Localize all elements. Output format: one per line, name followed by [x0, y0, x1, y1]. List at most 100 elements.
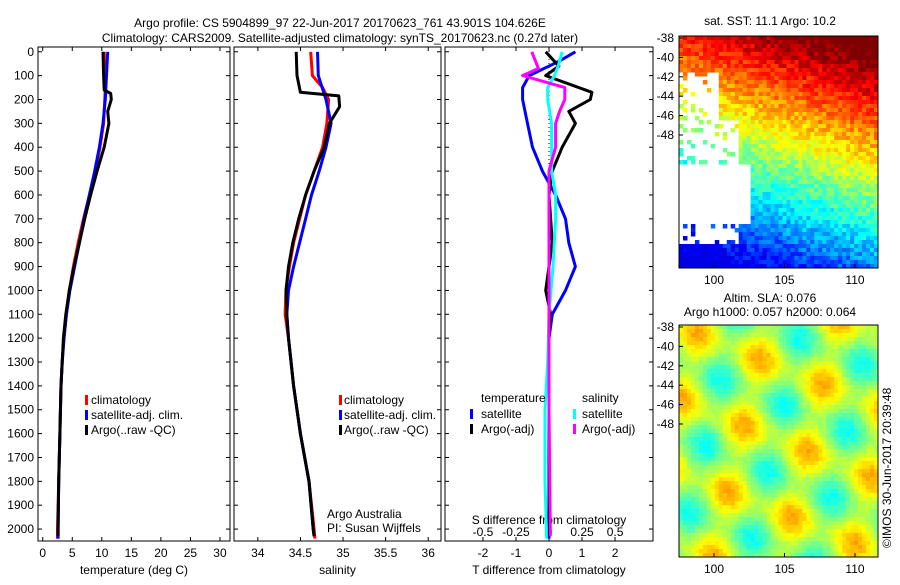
map-cell [715, 357, 720, 362]
map-cell [679, 369, 684, 374]
map-cell [779, 377, 784, 382]
map-cell [759, 108, 764, 113]
map-cell [814, 489, 819, 494]
map-cell [767, 92, 772, 97]
lat-tick-label: -40 [657, 50, 675, 64]
map-cell [834, 236, 839, 241]
map-cell [751, 397, 756, 402]
map-cell [806, 140, 811, 145]
map-cell [747, 341, 752, 346]
map-cell [858, 329, 863, 334]
map-cell [739, 377, 744, 382]
map-cell [715, 477, 720, 482]
map-cell [790, 377, 795, 382]
y-tick-label: 1800 [7, 474, 34, 488]
map-cell [707, 481, 712, 486]
map-cell [739, 393, 744, 398]
map-cell [711, 365, 716, 370]
map-cell [834, 176, 839, 181]
map-cell [679, 481, 684, 486]
map-cell [794, 116, 799, 121]
map-cell [798, 88, 803, 93]
map-cell [834, 100, 839, 105]
map-cell [810, 337, 815, 342]
map-cell [703, 421, 708, 426]
map-cell [838, 481, 843, 486]
map-cell [699, 160, 704, 165]
legend-swatch-argo [339, 425, 342, 435]
map-cell [854, 365, 859, 370]
map-cell [810, 425, 815, 430]
map-cell [862, 128, 867, 133]
map-cell [787, 172, 792, 177]
map-cell [862, 349, 867, 354]
map-cell [719, 437, 724, 442]
map-cell [862, 228, 867, 233]
map-cell [846, 196, 851, 201]
map-cell [870, 345, 875, 350]
map-cell [763, 96, 768, 101]
map-cell [679, 349, 684, 354]
map-cell [850, 465, 855, 470]
map-cell [771, 256, 776, 261]
map-cell [802, 180, 807, 185]
map-cell [751, 232, 756, 237]
map-cell [798, 96, 803, 101]
map-cell [771, 493, 776, 498]
map-cell [719, 104, 724, 109]
map-cell [870, 505, 875, 510]
map-cell [798, 172, 803, 177]
map-cell [779, 353, 784, 358]
map-cell [727, 365, 732, 370]
map-cell [739, 353, 744, 358]
map-cell [767, 365, 772, 370]
map-cell [747, 509, 752, 514]
map-cell [759, 96, 764, 101]
map-cell [703, 60, 708, 65]
map-cell [695, 489, 700, 494]
map-cell [755, 481, 760, 486]
map-cell [810, 156, 815, 161]
map-cell [699, 477, 704, 482]
map-cell [699, 60, 704, 65]
map-cell [755, 373, 760, 378]
map-cell [834, 421, 839, 426]
map-cell [759, 501, 764, 506]
map-cell [699, 64, 704, 69]
map-cell [818, 349, 823, 354]
map-cell [854, 409, 859, 414]
map-cell [834, 160, 839, 165]
map-cell [687, 465, 692, 470]
map-cell [679, 413, 684, 418]
map-cell [763, 248, 768, 253]
map-cell [794, 345, 799, 350]
map-cell [838, 204, 843, 209]
map-cell [743, 144, 748, 149]
map-cell [727, 417, 732, 422]
map-cell [715, 441, 720, 446]
map-cell [842, 92, 847, 97]
map-cell [711, 385, 716, 390]
map-cell [854, 36, 859, 41]
map-cell [830, 52, 835, 57]
map-cell [818, 497, 823, 502]
map-cell [739, 441, 744, 446]
map-cell [719, 260, 724, 265]
map-cell [858, 180, 863, 185]
map-cell [751, 44, 756, 49]
map-cell [830, 429, 835, 434]
map-cell [763, 244, 768, 249]
map-cell [751, 236, 756, 241]
map-cell [763, 164, 768, 169]
map-cell [759, 228, 764, 233]
map-cell [842, 357, 847, 362]
map-cell [830, 437, 835, 442]
map-cell [751, 40, 756, 45]
map-cell [707, 417, 712, 422]
map-cell [775, 461, 780, 466]
map-cell [743, 244, 748, 249]
map-cell [743, 345, 748, 350]
map-cell [771, 397, 776, 402]
map-cell [842, 252, 847, 257]
map-cell [703, 44, 708, 49]
